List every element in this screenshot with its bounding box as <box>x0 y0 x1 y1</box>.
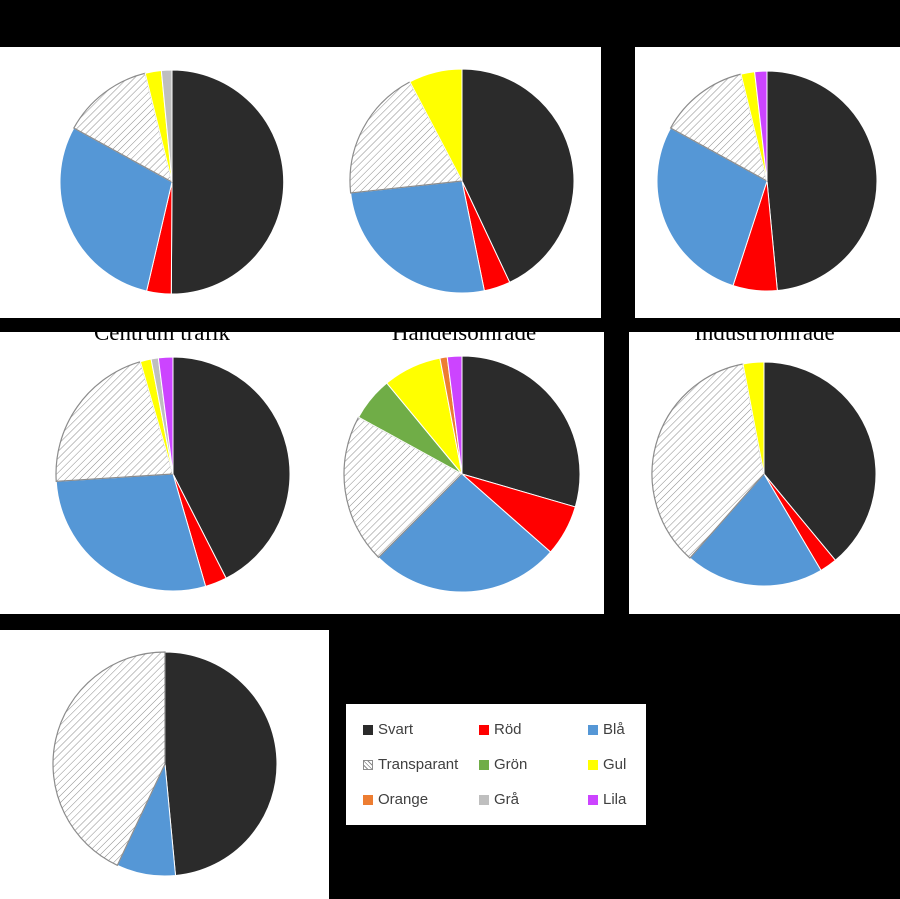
legend-label: Grön <box>494 756 528 773</box>
pie-6 <box>651 361 877 587</box>
legend-swatch-svart <box>363 724 373 735</box>
pie-4-slice-transparant <box>55 360 174 482</box>
legend-label: Transparant <box>378 756 459 773</box>
pie-7-slice-transparant <box>52 651 166 867</box>
legend-item-svart: Svart <box>363 721 413 738</box>
pie-2-slice-bla <box>350 180 485 294</box>
pie-1-slice-svart <box>170 69 285 295</box>
legend-swatch-bla <box>588 724 598 735</box>
title-clip-bar <box>0 318 900 332</box>
pie-1-slice-transparant <box>73 72 173 184</box>
pie-4-slice-bla <box>55 473 207 592</box>
legend-item-lila: Lila <box>588 791 626 808</box>
pie-4 <box>55 356 291 592</box>
legend-swatch-rod <box>479 724 489 735</box>
pie-3-slice-svart <box>766 70 878 292</box>
pie-3-slice-bla <box>656 127 768 287</box>
legend-label: Röd <box>494 721 522 738</box>
legend-label: Lila <box>603 791 627 808</box>
legend: Svart Röd Blå Transparant Grön Gul Orang… <box>346 704 646 825</box>
legend-item-rod: Röd <box>479 721 522 738</box>
pie-3 <box>656 70 878 292</box>
pie-4-slice-lila <box>157 356 174 475</box>
pie-2 <box>349 68 575 294</box>
pie-7-slice-svart <box>164 651 278 877</box>
pie-6-slice-gul <box>742 361 765 475</box>
pie-6-slice-transparant <box>651 363 765 559</box>
legend-swatch-gra <box>479 794 489 805</box>
legend-item-gra: Grå <box>479 791 519 808</box>
pie-5-slice-transparant <box>343 416 463 559</box>
pie-1 <box>59 69 285 295</box>
legend-swatch-gron <box>479 759 489 770</box>
pie-3-slice-lila <box>754 70 768 182</box>
legend-item-gron: Grön <box>479 756 527 773</box>
pie-2-slice-transparant <box>349 81 463 194</box>
legend-item-bla: Blå <box>588 721 625 738</box>
legend-swatch-gul <box>588 759 598 770</box>
pie-6-slice-bla <box>689 473 822 587</box>
pie-2-slice-svart <box>461 68 575 284</box>
pie-7 <box>52 651 278 877</box>
pie-1-slice-bla <box>59 127 173 292</box>
pie-4-slice-svart <box>172 356 291 579</box>
legend-label: Grå <box>494 791 520 808</box>
pie-1-slice-gra <box>160 69 173 183</box>
legend-label: Orange <box>378 791 429 808</box>
legend-label: Svart <box>378 721 414 738</box>
legend-swatch-orange <box>363 794 373 805</box>
pie-5-slice-lila <box>446 355 463 475</box>
legend-swatch-transparant <box>363 759 373 770</box>
legend-label: Gul <box>603 756 627 773</box>
pie-3-slice-transparant <box>669 73 768 183</box>
legend-item-orange: Orange <box>363 791 428 808</box>
legend-item-transparant: Transparant <box>363 756 458 773</box>
legend-item-gul: Gul <box>588 756 626 773</box>
pie-5-slice-svart <box>461 355 581 508</box>
legend-label: Blå <box>603 721 625 738</box>
pie-5-slice-bla <box>377 473 552 593</box>
legend-swatch-lila <box>588 794 598 805</box>
pie-2-slice-gul <box>409 68 463 182</box>
pie-6-slice-svart <box>763 361 877 562</box>
pie-5 <box>343 355 581 593</box>
